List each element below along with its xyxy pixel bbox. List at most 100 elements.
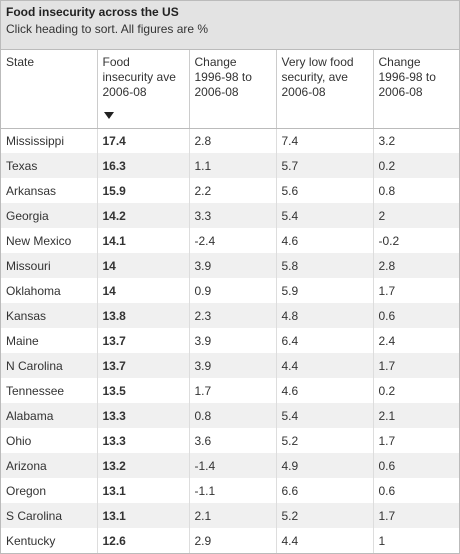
value-cell: 13.7: [97, 353, 190, 378]
value-cell: 13.2: [97, 453, 190, 478]
state-cell: Missouri: [1, 253, 98, 278]
state-cell: Mississippi: [1, 128, 98, 153]
state-cell: Maine: [1, 328, 98, 353]
value-cell: 2.9: [189, 528, 277, 553]
state-cell: New Mexico: [1, 228, 98, 253]
value-cell: 0.9: [189, 278, 277, 303]
value-cell: 2.1: [373, 403, 459, 428]
value-cell: 3.6: [189, 428, 277, 453]
table-row: Arizona 13.2 -1.4 4.9 0.6: [1, 453, 459, 478]
column-header-text: Very low food security, ave 2006-08: [281, 55, 354, 99]
value-cell: 0.2: [378, 383, 396, 398]
column-header[interactable]: Very low food security, ave 2006-08: [276, 50, 374, 129]
table-row: Oklahoma 14 0.9 5.9 1.7: [1, 278, 459, 303]
value-cell: 3.3: [189, 203, 277, 228]
column-header[interactable]: Change 1996-98 to 2006-08: [189, 50, 277, 129]
value-cell: 16.3: [97, 153, 190, 178]
state-cell: Alabama: [1, 403, 98, 428]
value-cell: 17.4: [97, 128, 190, 153]
value-cell: 14: [97, 278, 190, 303]
value-cell: 14.2: [97, 203, 190, 228]
value-cell: 2.4: [378, 333, 396, 348]
value-cell: 0.6: [373, 453, 459, 478]
value-cell: 7.4: [276, 128, 374, 153]
table-row: Mississippi 17.4 2.8 7.4 3.2: [1, 128, 459, 153]
state-cell: N Carolina: [1, 353, 98, 378]
value-cell: 1.7: [189, 378, 277, 403]
value-cell: 3.9: [189, 253, 277, 278]
value-cell: 15.9: [97, 178, 190, 203]
value-cell: 5.2: [276, 428, 374, 453]
value-cell: 1.7: [373, 353, 459, 378]
value-cell: 5.2: [276, 503, 374, 528]
state-cell: Oregon: [1, 478, 98, 503]
table-row: N Carolina 13.7 3.9 4.4 1.7: [1, 353, 459, 378]
value-cell: 4.6: [276, 228, 374, 253]
value-cell: 2.2: [189, 178, 277, 203]
column-header-text: State: [6, 55, 35, 69]
value-cell: 4.4: [276, 353, 374, 378]
value-cell: 2.3: [189, 303, 277, 328]
state-cell: Arkansas: [1, 178, 98, 203]
column-header[interactable]: Change 1996-98 to 2006-08: [373, 50, 459, 129]
state-cell: Kansas: [1, 303, 98, 328]
value-cell: 0.8: [378, 183, 396, 198]
value-cell: 1: [378, 533, 386, 548]
table-row: Maine 13.7 3.9 6.4 2.4: [1, 328, 459, 353]
table-row: Kansas 13.8 2.3 4.8 0.6: [1, 303, 459, 328]
table-row: Ohio 13.3 3.6 5.2 1.7: [1, 428, 459, 453]
column-header-text: Change 1996-98 to 2006-08: [194, 55, 252, 99]
column-header-text: Change 1996-98 to 2006-08: [378, 55, 436, 99]
value-cell: 13.5: [97, 378, 190, 403]
table-row: Alabama 13.3 0.8 5.4 2.1: [1, 403, 459, 428]
data-table: State Food insecurity ave 2006-08 Change 1…: [1, 50, 459, 553]
value-cell: 1.7: [378, 433, 396, 448]
value-cell: 14.1: [97, 228, 190, 253]
state-cell: Ohio: [1, 428, 98, 453]
value-cell: 13.1: [97, 478, 190, 503]
table-row: Georgia 14.2 3.3 5.4 2: [1, 203, 459, 228]
value-cell: -1.1: [189, 478, 277, 503]
header-row: State Food insecurity ave 2006-08 Change 1…: [1, 50, 459, 129]
value-cell: 5.4: [276, 403, 374, 428]
value-cell: 14: [97, 253, 190, 278]
value-cell: 13.1: [97, 503, 190, 528]
table-body: Mississippi 17.4 2.8 7.4 3.2 Texas 16.3 1.1 5.7 0…: [1, 128, 459, 553]
value-cell: 6.6: [276, 478, 374, 503]
column-header[interactable]: State: [1, 50, 98, 129]
title: Food insecurity across the US: [6, 5, 179, 19]
value-cell: 13.3: [97, 428, 190, 453]
value-cell: 13.3: [97, 403, 190, 428]
table-row: Missouri 14 3.9 5.8 2.8: [1, 253, 459, 278]
header: Food insecurity across the US Click head…: [1, 1, 459, 50]
value-cell: 2.1: [189, 503, 277, 528]
table-row: Tennessee 13.5 1.7 4.6 0.2: [1, 378, 459, 403]
value-cell: -0.2: [378, 233, 400, 248]
value-cell: 5.9: [276, 278, 374, 303]
column-header[interactable]: Food insecurity ave 2006-08: [97, 50, 190, 129]
value-cell: 1.1: [189, 153, 277, 178]
value-cell: 3.9: [189, 353, 277, 378]
table-row: Arkansas 15.9 2.2 5.6 0.8: [1, 178, 459, 203]
state-cell: Texas: [1, 153, 98, 178]
state-cell: S Carolina: [1, 503, 98, 528]
value-cell: 0.2: [373, 153, 459, 178]
value-cell: -2.4: [189, 228, 277, 253]
value-cell: 12.6: [97, 528, 190, 553]
value-cell: 3.2: [378, 133, 396, 148]
value-cell: 1.7: [378, 283, 396, 298]
value-cell: 2.8: [373, 253, 459, 278]
state-cell: Tennessee: [1, 378, 98, 403]
state-cell: Oklahoma: [1, 278, 98, 303]
value-cell: 5.8: [276, 253, 374, 278]
value-cell: 5.4: [276, 203, 374, 228]
state-cell: Georgia: [1, 203, 98, 228]
value-cell: 2: [373, 203, 459, 228]
value-cell: 6.4: [276, 328, 374, 353]
value-cell: 4.6: [276, 378, 374, 403]
column-header-text: Food insecurity ave 2006-08: [102, 55, 176, 99]
value-cell: 0.8: [189, 403, 277, 428]
value-cell: 0.6: [373, 303, 459, 328]
value-cell: 4.9: [276, 453, 374, 478]
